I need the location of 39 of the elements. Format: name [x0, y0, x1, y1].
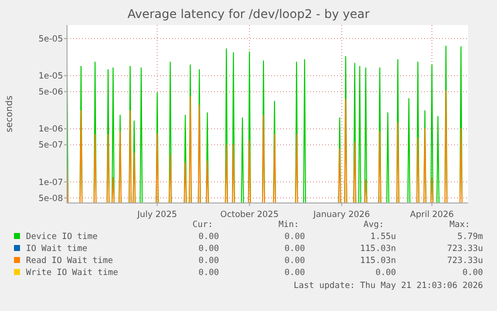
text: Avg: [364, 220, 384, 230]
x-tick-label: July 2025 [136, 210, 178, 220]
text: 0.00 [198, 256, 219, 266]
text: 0.00 [198, 244, 219, 254]
y-tick-label: 5e-08 [38, 194, 63, 204]
chart-title: Average latency for /dev/loop2 - by year [127, 7, 370, 21]
text: 5.79m [457, 232, 483, 242]
y-tick-label: 1e-07 [38, 178, 63, 188]
text: 0.00 [284, 244, 305, 254]
text: 723.33u [447, 256, 483, 266]
y-tick-label: 1e-05 [38, 72, 63, 82]
text: 115.03n [360, 256, 396, 266]
text: 0.00 [284, 232, 305, 242]
x-tick-label: January 2026 [312, 210, 370, 220]
text: 0.00 [462, 268, 483, 278]
text: 1.55u [370, 232, 396, 242]
text: 115.03n [360, 244, 396, 254]
y-tick-label: 5e-05 [38, 34, 63, 45]
y-tick-label: 1e-06 [38, 124, 63, 135]
line-series [66, 90, 462, 204]
text: 0.00 [284, 268, 305, 278]
text: 0.00 [376, 268, 396, 278]
text: 0.00 [198, 232, 219, 242]
text: Last update: Thu May 21 21:03:06 2026 [294, 281, 483, 291]
legend-label: Read IO Wait time [26, 256, 113, 266]
legend-label: Device IO time [26, 232, 98, 242]
y-tick-label: 5e-07 [38, 140, 63, 151]
text: 723.33u [447, 244, 483, 254]
y-tick-label: 5e-06 [38, 88, 63, 98]
x-tick-label: October 2025 [220, 210, 279, 220]
text: Max: [450, 220, 470, 230]
legend-label: IO Wait time [26, 244, 88, 254]
text: Cur: [192, 220, 213, 230]
x-tick-label: April 2026 [410, 210, 454, 220]
text: 0.00 [198, 268, 219, 278]
text: Min: [278, 220, 299, 230]
legend-label: Write IO Wait time [26, 268, 118, 278]
text: 0.00 [284, 256, 305, 266]
y-axis-title: seconds [5, 95, 15, 132]
